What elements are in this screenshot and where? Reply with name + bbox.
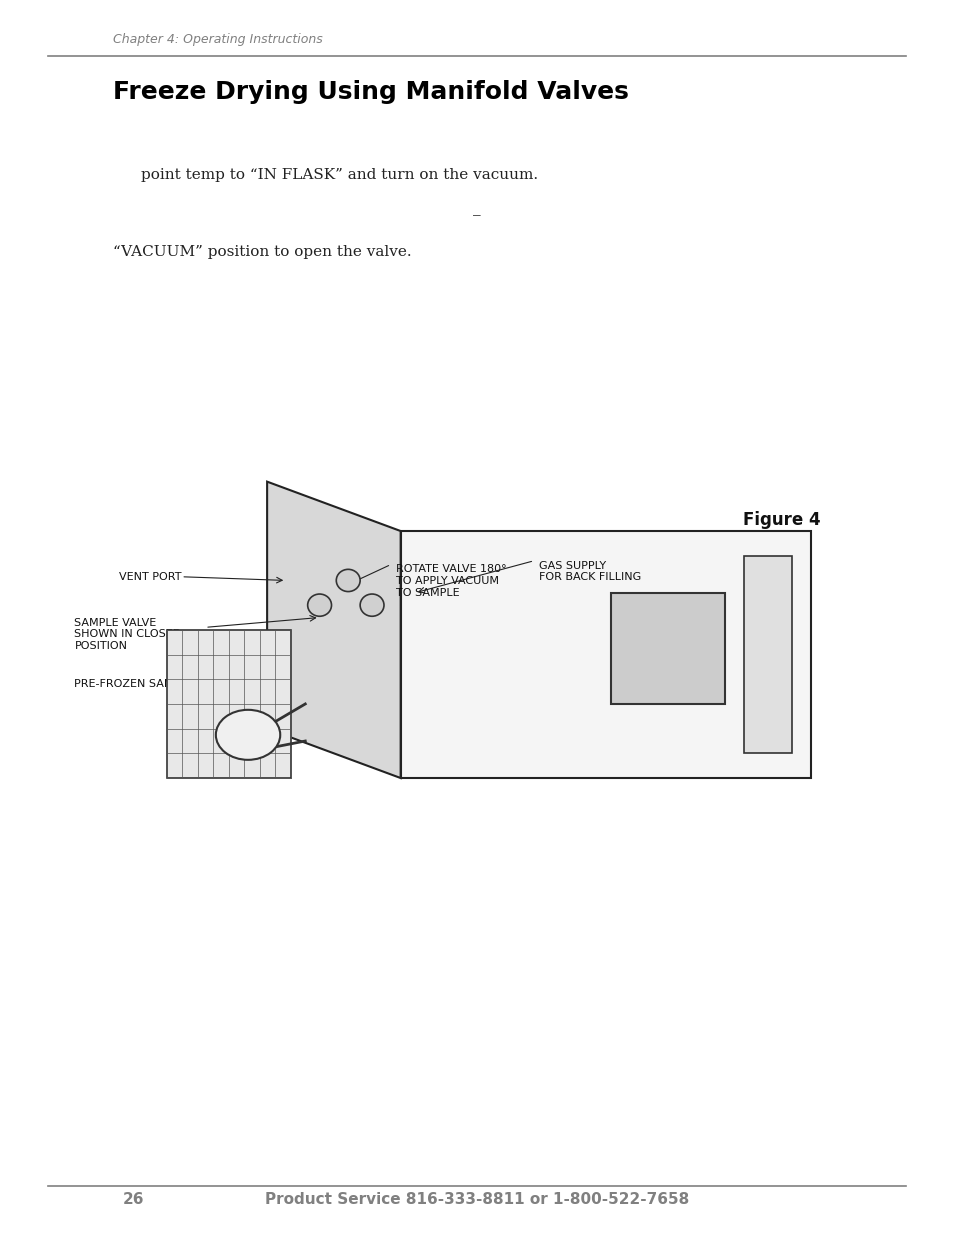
Text: GAS SUPPLY
FOR BACK FILLING: GAS SUPPLY FOR BACK FILLING — [538, 561, 640, 582]
Bar — [743, 556, 791, 753]
Text: ROTATE VALVE 180°
TO APPLY VACUUM
TO SAMPLE: ROTATE VALVE 180° TO APPLY VACUUM TO SAM… — [395, 564, 506, 598]
Text: Product Service 816-333-8811 or 1-800-522-7658: Product Service 816-333-8811 or 1-800-52… — [265, 1192, 688, 1207]
Polygon shape — [267, 482, 400, 778]
Text: SAMPLE VALVE
SHOWN IN CLOSED
POSITION: SAMPLE VALVE SHOWN IN CLOSED POSITION — [74, 618, 181, 651]
Text: Figure 4: Figure 4 — [742, 511, 821, 529]
Text: Freeze Drying Using Manifold Valves: Freeze Drying Using Manifold Valves — [112, 80, 628, 104]
Ellipse shape — [335, 569, 359, 592]
Text: PRE-FROZEN SAMPLE: PRE-FROZEN SAMPLE — [74, 679, 193, 689]
Bar — [400, 531, 810, 778]
Text: Chapter 4: Operating Instructions: Chapter 4: Operating Instructions — [112, 33, 322, 46]
Text: 26: 26 — [123, 1192, 144, 1207]
Text: point temp to “IN FLASK” and turn on the vacuum.: point temp to “IN FLASK” and turn on the… — [141, 168, 537, 182]
Ellipse shape — [359, 594, 383, 616]
Ellipse shape — [215, 710, 280, 760]
Text: _: _ — [473, 203, 480, 216]
Ellipse shape — [307, 594, 332, 616]
Bar — [167, 630, 291, 778]
Text: VENT PORT: VENT PORT — [119, 572, 182, 582]
Text: “VACUUM” position to open the valve.: “VACUUM” position to open the valve. — [112, 245, 411, 258]
Bar — [610, 593, 724, 704]
